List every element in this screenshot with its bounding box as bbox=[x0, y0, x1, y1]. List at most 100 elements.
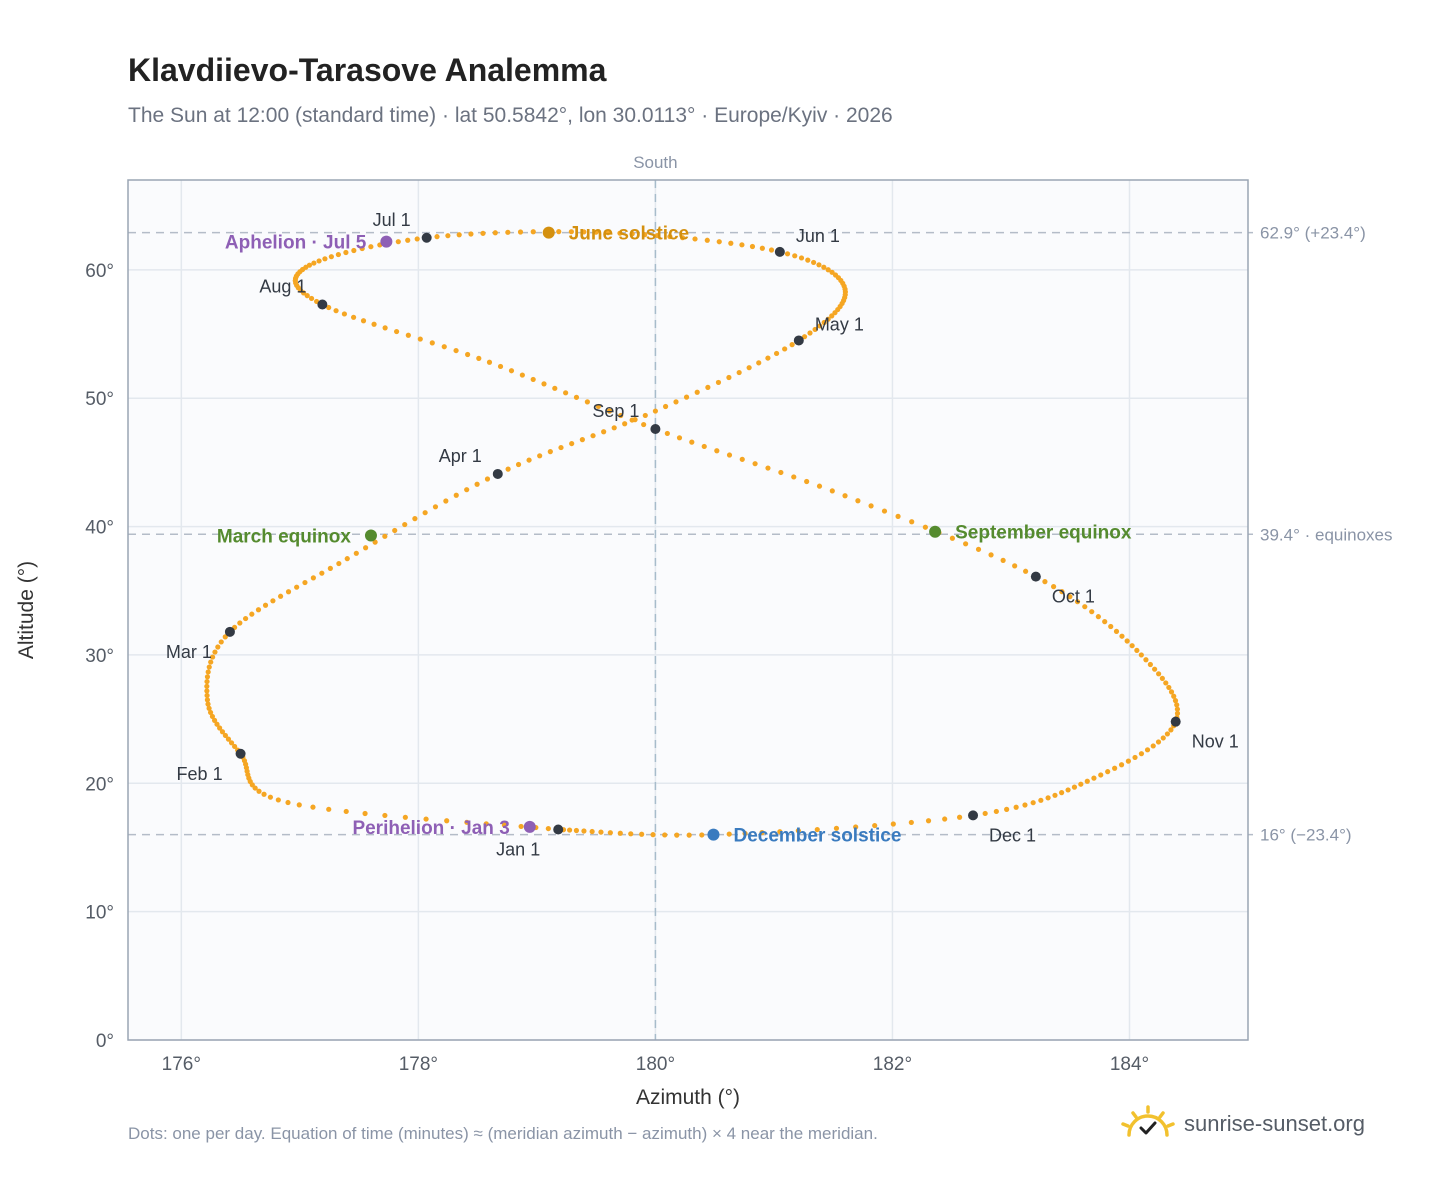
month-marker-label: Feb 1 bbox=[177, 764, 223, 784]
daily-sun-dot bbox=[474, 481, 480, 487]
brand-logo[interactable]: sunrise-sunset.org bbox=[1120, 1104, 1365, 1144]
month-markers: Jan 1 Feb 1 Mar 1 Apr 1 May 1 Jun 1 Jul 1 Aug 1… bbox=[166, 210, 1239, 860]
daily-sun-dot bbox=[382, 533, 388, 539]
daily-sun-dot bbox=[728, 240, 734, 246]
daily-sun-dot bbox=[759, 245, 765, 251]
daily-sun-dot bbox=[232, 743, 238, 750]
daily-sun-dot bbox=[1174, 706, 1181, 712]
daily-sun-dot bbox=[262, 602, 269, 608]
daily-sun-dot bbox=[773, 350, 780, 357]
daily-sun-dot bbox=[765, 465, 771, 471]
daily-sun-dot bbox=[692, 236, 698, 242]
daily-sun-dot bbox=[344, 556, 350, 562]
daily-sun-dot bbox=[726, 452, 733, 458]
daily-sun-dot bbox=[261, 791, 267, 797]
daily-sun-dot bbox=[584, 399, 590, 405]
daily-sun-dot bbox=[563, 390, 569, 396]
daily-sun-dot bbox=[829, 488, 835, 494]
daily-sun-dot bbox=[501, 822, 508, 828]
daily-sun-dot bbox=[618, 412, 624, 419]
daily-sun-dot bbox=[581, 828, 587, 834]
daily-sun-dot bbox=[736, 369, 742, 376]
daily-sun-dot bbox=[353, 550, 359, 556]
x-tick-label: 176° bbox=[162, 1054, 201, 1075]
month-marker-dot bbox=[650, 424, 661, 435]
daily-sun-dot bbox=[821, 319, 827, 326]
daily-sun-dot bbox=[777, 829, 783, 835]
daily-sun-dot bbox=[1071, 784, 1078, 790]
daily-sun-dot bbox=[308, 295, 315, 302]
daily-sun-dot bbox=[683, 394, 690, 400]
daily-sun-dot bbox=[759, 830, 765, 836]
daily-sun-dot bbox=[667, 233, 673, 240]
daily-sun-dot bbox=[486, 359, 493, 365]
daily-sun-dot bbox=[746, 365, 752, 371]
daily-sun-dot bbox=[429, 340, 435, 346]
daily-sun-dot bbox=[382, 812, 388, 819]
daily-sun-dot bbox=[1143, 657, 1149, 663]
daily-sun-dot bbox=[768, 247, 775, 253]
daily-sun-dot bbox=[674, 832, 680, 838]
daily-sun-dot bbox=[804, 478, 810, 485]
daily-sun-dot bbox=[568, 229, 574, 235]
daily-sun-dot bbox=[679, 235, 686, 241]
daily-sun-dot bbox=[1132, 754, 1138, 761]
daily-sun-dot bbox=[275, 797, 281, 803]
daily-sun-dot bbox=[310, 575, 316, 581]
daily-sun-dot bbox=[993, 808, 999, 815]
daily-sun-dot bbox=[464, 487, 470, 493]
daily-sun-dot bbox=[1112, 765, 1118, 771]
daily-sun-dot bbox=[285, 589, 292, 595]
daily-sun-dot bbox=[302, 579, 308, 586]
daily-sun-dot bbox=[1155, 739, 1162, 745]
daily-sun-dot bbox=[829, 269, 835, 275]
daily-sun-dot bbox=[855, 498, 861, 504]
event-marker-dot bbox=[523, 820, 536, 833]
daily-sun-dot bbox=[417, 336, 423, 342]
daily-sun-dot bbox=[716, 239, 722, 245]
daily-sun-dot bbox=[206, 664, 212, 670]
event-marker-dot bbox=[707, 828, 720, 841]
daily-sun-dot bbox=[204, 692, 210, 699]
x-axis-label: Azimuth (°) bbox=[636, 1086, 740, 1109]
daily-sun-dot bbox=[589, 828, 595, 835]
reference-line-label: 39.4° · equinoxes bbox=[1260, 525, 1393, 544]
daily-sun-dot bbox=[566, 827, 573, 833]
daily-sun-dot bbox=[801, 334, 808, 340]
daily-sun-dot bbox=[217, 725, 223, 731]
chart-title: Klavdiievo-Tarasove Analemma bbox=[128, 52, 607, 88]
daily-sun-dot bbox=[285, 799, 291, 806]
daily-sun-dot bbox=[310, 804, 316, 810]
daily-sun-dot bbox=[569, 440, 575, 447]
daily-sun-dot bbox=[699, 832, 705, 838]
daily-sun-dot bbox=[214, 721, 220, 727]
daily-sun-dot bbox=[205, 701, 211, 707]
daily-sun-dot bbox=[204, 697, 211, 703]
daily-sun-dot bbox=[742, 830, 748, 837]
daily-sun-dot bbox=[739, 242, 745, 248]
daily-sun-dot bbox=[1160, 735, 1166, 741]
daily-sun-dot bbox=[519, 372, 525, 378]
daily-sun-dot bbox=[326, 304, 332, 311]
daily-sun-dot bbox=[211, 717, 218, 723]
daily-sun-dot bbox=[341, 311, 348, 317]
daily-sun-dot bbox=[277, 593, 284, 599]
daily-sun-dot bbox=[1174, 710, 1181, 716]
daily-sun-dot bbox=[530, 229, 536, 235]
daily-sun-dot bbox=[270, 598, 276, 604]
y-tick-label: 40° bbox=[85, 518, 114, 539]
daily-sun-dot bbox=[1124, 638, 1130, 644]
daily-sun-dot bbox=[607, 830, 613, 836]
daily-sun-dot bbox=[1004, 806, 1010, 812]
daily-sun-dot bbox=[304, 293, 310, 299]
daily-sun-dot bbox=[441, 344, 447, 350]
daily-sun-dot bbox=[443, 498, 449, 504]
daily-sun-dot bbox=[445, 233, 451, 239]
daily-sun-dot bbox=[1134, 647, 1140, 653]
daily-sun-dot bbox=[617, 230, 623, 236]
daily-sun-dot bbox=[1098, 772, 1104, 778]
daily-sun-dot bbox=[811, 259, 817, 266]
y-tick-label: 0° bbox=[96, 1031, 114, 1052]
daily-sun-dot bbox=[362, 810, 368, 817]
daily-sun-dot bbox=[1156, 671, 1162, 677]
